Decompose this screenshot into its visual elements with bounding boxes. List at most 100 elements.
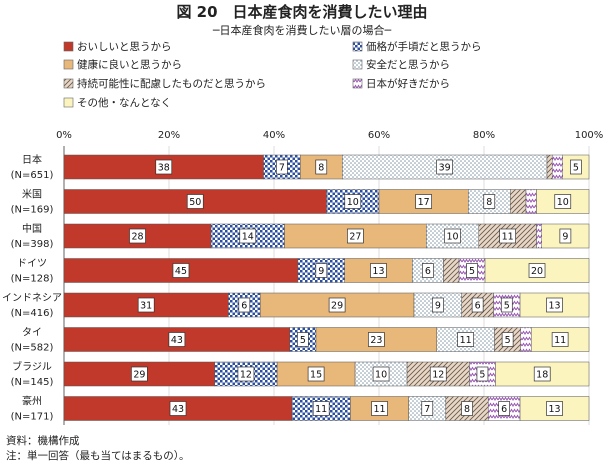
data-label-0-3: 39 bbox=[439, 163, 451, 174]
legend-label-4: 持続可能性に配慮したものだと思うから bbox=[77, 77, 266, 90]
data-label-5-6: 11 bbox=[554, 335, 566, 346]
category-label-3: ドイツ bbox=[17, 259, 47, 270]
data-label-box-7-0 bbox=[169, 401, 187, 416]
category-label-0: 日本 bbox=[22, 153, 42, 166]
data-label-box-0-3 bbox=[436, 159, 453, 175]
data-label-4-1: 6 bbox=[241, 301, 247, 312]
data-label-1-0: 50 bbox=[189, 197, 201, 208]
legend-label-2: 健康に良いと思うから bbox=[77, 58, 182, 71]
bar-segment-0-5 bbox=[552, 154, 563, 180]
data-label-7-5: 6 bbox=[501, 404, 507, 415]
source-note: 資料：機構作成 bbox=[6, 434, 80, 447]
bars: 日本 (N=651) 38 7 8 39 5 米国 (N=169) 50 10 17 8 10 中国 (N=3… bbox=[2, 153, 590, 423]
data-label-2-6: 9 bbox=[562, 232, 568, 243]
data-label-7-0: 43 bbox=[172, 404, 184, 415]
data-label-2-2: 27 bbox=[349, 232, 361, 243]
data-label-4-0: 31 bbox=[140, 301, 152, 312]
data-label-box-5-0 bbox=[168, 332, 186, 347]
data-label-box-6-1 bbox=[237, 366, 255, 382]
category-n-0: (N=651) bbox=[11, 170, 54, 181]
data-label-box-2-1 bbox=[239, 228, 257, 244]
data-label-box-6-4 bbox=[429, 366, 447, 382]
category-n-3: (N=128) bbox=[11, 274, 54, 285]
bar-segment-1-2 bbox=[378, 189, 469, 214]
category-label-7: 豪州 bbox=[22, 395, 42, 408]
x-tick-label-0: 0% bbox=[56, 130, 72, 141]
data-label-0-6: 5 bbox=[573, 163, 579, 174]
chart-subtitle: ─日本産食肉を消費したい層の場合─ bbox=[212, 23, 392, 37]
legend-swatch-6 bbox=[63, 97, 74, 108]
data-label-2-1: 14 bbox=[242, 232, 254, 243]
category-n-7: (N=171) bbox=[11, 412, 54, 423]
data-label-4-3: 9 bbox=[435, 301, 441, 312]
data-label-box-2-6 bbox=[559, 228, 572, 244]
bar-segment-2-4 bbox=[478, 223, 537, 249]
category-label-1: 米国 bbox=[22, 188, 42, 201]
data-label-3-3: 6 bbox=[425, 266, 431, 277]
data-label-box-4-2 bbox=[328, 297, 346, 313]
data-label-0-2: 8 bbox=[318, 163, 324, 174]
legend-swatch-1 bbox=[352, 41, 363, 52]
data-label-2-4: 11 bbox=[502, 232, 514, 243]
data-label-box-0-1 bbox=[276, 159, 288, 175]
data-label-box-5-1 bbox=[297, 332, 309, 347]
data-label-7-2: 11 bbox=[373, 404, 385, 415]
data-label-box-7-6 bbox=[546, 401, 563, 416]
data-label-box-6-5 bbox=[476, 366, 489, 382]
data-label-box-3-6 bbox=[528, 263, 546, 278]
data-label-box-0-0 bbox=[155, 159, 173, 175]
legend-label-6: その他・なんとなく bbox=[77, 96, 171, 109]
data-label-box-1-0 bbox=[186, 194, 204, 209]
x-tick-label-5: 100% bbox=[575, 130, 603, 141]
data-label-box-6-3 bbox=[372, 366, 390, 382]
category-n-4: (N=416) bbox=[11, 308, 54, 319]
legend-swatch-4 bbox=[63, 78, 74, 89]
data-label-6-6: 18 bbox=[536, 370, 548, 381]
data-label-1-3: 8 bbox=[486, 197, 492, 208]
data-label-5-3: 11 bbox=[460, 335, 472, 346]
bar-segment-0-4 bbox=[546, 154, 553, 180]
data-label-box-3-2 bbox=[370, 263, 387, 278]
data-label-box-5-6 bbox=[551, 332, 569, 347]
data-label-box-3-1 bbox=[315, 263, 328, 278]
data-label-box-4-6 bbox=[546, 297, 563, 313]
data-label-2-3: 10 bbox=[446, 232, 458, 243]
data-label-7-6: 13 bbox=[548, 404, 560, 415]
data-label-6-2: 15 bbox=[310, 370, 322, 381]
data-label-6-5: 5 bbox=[479, 370, 485, 381]
bar-segment-1-4 bbox=[510, 189, 527, 214]
data-label-6-0: 29 bbox=[133, 370, 145, 381]
x-tick-label-1: 20% bbox=[158, 130, 180, 141]
category-n-5: (N=582) bbox=[11, 343, 54, 354]
data-label-box-3-0 bbox=[172, 263, 190, 278]
data-label-6-3: 10 bbox=[375, 370, 387, 381]
legend-label-3: 安全だと思うから bbox=[366, 58, 450, 71]
data-label-box-1-3 bbox=[483, 194, 496, 209]
data-label-box-1-6 bbox=[554, 194, 572, 209]
legend-swatch-2 bbox=[63, 59, 74, 70]
data-label-3-6: 20 bbox=[531, 266, 543, 277]
data-label-7-1: 11 bbox=[315, 404, 327, 415]
category-n-1: (N=169) bbox=[11, 205, 54, 216]
data-label-box-0-2 bbox=[315, 159, 328, 175]
data-label-box-6-0 bbox=[131, 366, 148, 382]
data-label-box-7-3 bbox=[421, 401, 434, 416]
data-label-box-4-4 bbox=[471, 297, 484, 313]
data-label-box-2-3 bbox=[444, 228, 461, 244]
data-label-box-7-1 bbox=[312, 401, 330, 416]
category-label-5: タイ bbox=[22, 327, 42, 339]
bar-segment-5-5 bbox=[520, 327, 532, 352]
data-label-5-1: 5 bbox=[300, 335, 306, 346]
data-label-4-5: 5 bbox=[504, 301, 510, 312]
data-label-3-1: 9 bbox=[318, 266, 324, 277]
data-label-box-4-3 bbox=[432, 297, 444, 313]
bar-segment-7-1 bbox=[291, 396, 351, 421]
category-n-2: (N=398) bbox=[11, 239, 54, 250]
data-label-box-7-5 bbox=[498, 401, 511, 416]
data-label-box-2-2 bbox=[347, 228, 364, 244]
x-tick-label-4: 80% bbox=[473, 130, 495, 141]
data-label-box-4-1 bbox=[238, 297, 251, 313]
data-label-box-6-2 bbox=[307, 366, 325, 382]
data-label-box-7-2 bbox=[371, 401, 388, 416]
